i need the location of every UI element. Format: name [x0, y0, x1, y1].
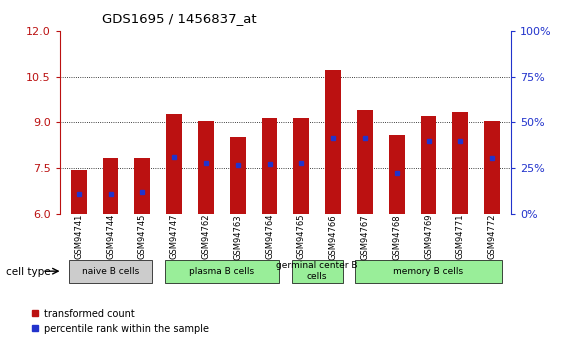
- Text: GSM94744: GSM94744: [106, 214, 115, 259]
- Text: GSM94764: GSM94764: [265, 214, 274, 259]
- Bar: [325, 70, 341, 214]
- Text: GSM94747: GSM94747: [170, 214, 178, 259]
- Bar: [484, 121, 500, 214]
- Text: memory B cells: memory B cells: [394, 267, 463, 276]
- Text: plasma B cells: plasma B cells: [189, 267, 254, 276]
- Text: GSM94767: GSM94767: [361, 214, 369, 259]
- Bar: [198, 121, 214, 214]
- Text: GSM94771: GSM94771: [456, 214, 465, 259]
- Bar: [389, 135, 404, 214]
- Text: GSM94765: GSM94765: [297, 214, 306, 259]
- Bar: [452, 112, 468, 214]
- Bar: [166, 114, 182, 214]
- FancyBboxPatch shape: [69, 260, 152, 283]
- FancyBboxPatch shape: [292, 260, 343, 283]
- Text: GSM94745: GSM94745: [138, 214, 147, 259]
- Bar: [262, 118, 278, 214]
- Bar: [293, 118, 309, 214]
- Bar: [357, 110, 373, 214]
- Text: naive B cells: naive B cells: [82, 267, 139, 276]
- Bar: [71, 170, 87, 214]
- Legend: transformed count, percentile rank within the sample: transformed count, percentile rank withi…: [28, 305, 213, 338]
- Text: GSM94766: GSM94766: [329, 214, 337, 259]
- Text: GSM94768: GSM94768: [392, 214, 401, 259]
- Bar: [135, 158, 151, 214]
- Text: GSM94762: GSM94762: [202, 214, 210, 259]
- Text: GSM94772: GSM94772: [487, 214, 496, 259]
- Text: GSM94769: GSM94769: [424, 214, 433, 259]
- FancyBboxPatch shape: [356, 260, 502, 283]
- Text: GSM94763: GSM94763: [233, 214, 242, 259]
- Text: germinal center B
cells: germinal center B cells: [277, 262, 358, 281]
- Text: GDS1695 / 1456837_at: GDS1695 / 1456837_at: [102, 12, 257, 25]
- Bar: [230, 137, 246, 214]
- Text: GSM94741: GSM94741: [74, 214, 83, 259]
- Bar: [420, 116, 436, 214]
- Text: cell type: cell type: [6, 267, 51, 277]
- FancyBboxPatch shape: [165, 260, 279, 283]
- Bar: [103, 158, 119, 214]
